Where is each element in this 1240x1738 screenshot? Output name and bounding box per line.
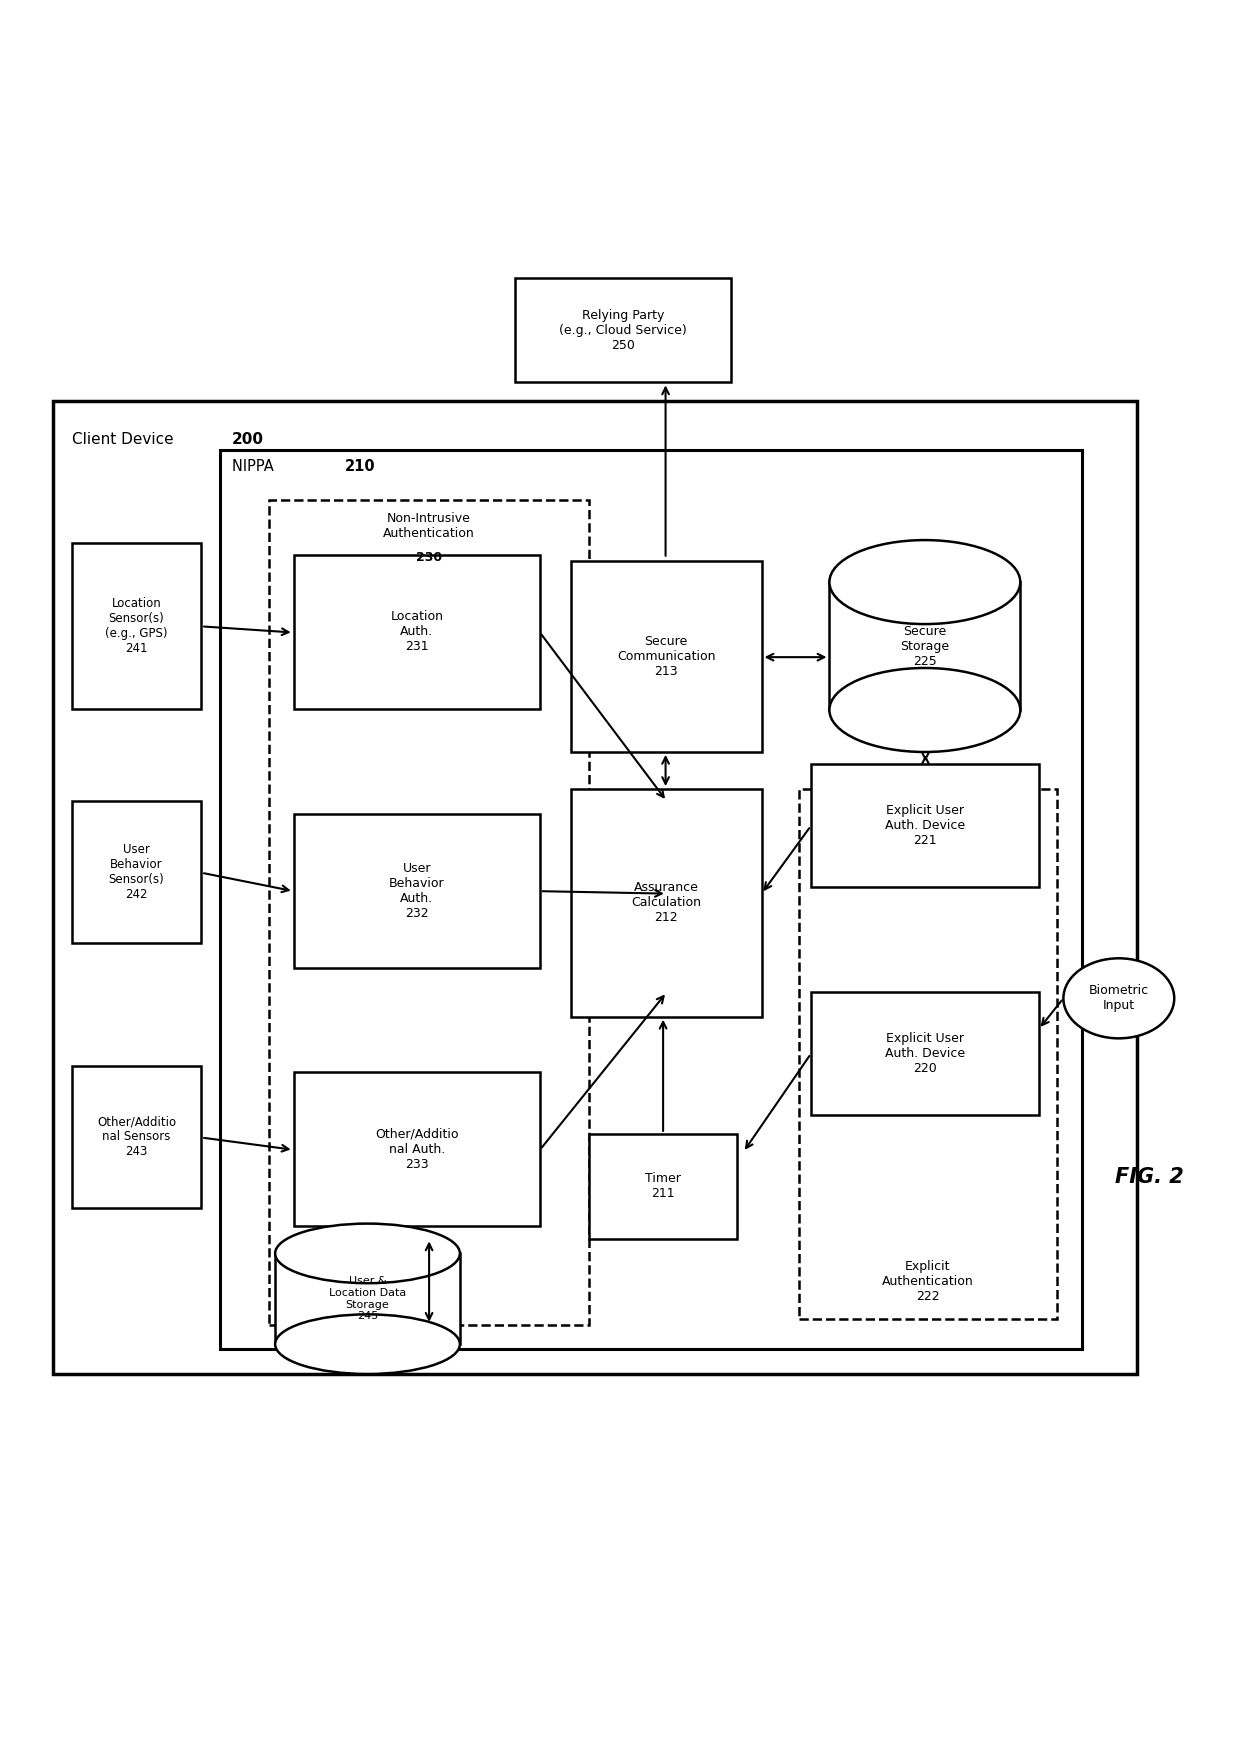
Text: Secure
Communication
213: Secure Communication 213 (618, 634, 715, 678)
Text: User &
Location Data
Storage
245: User & Location Data Storage 245 (329, 1276, 407, 1321)
Bar (72, 542, 201, 709)
Text: User
Behavior
Sensor(s)
242: User Behavior Sensor(s) 242 (109, 843, 165, 900)
Text: Other/Additio
nal Sensors
243: Other/Additio nal Sensors 243 (97, 1116, 176, 1159)
Ellipse shape (830, 541, 1021, 624)
Text: Relying Party
(e.g., Cloud Service)
250: Relying Party (e.g., Cloud Service) 250 (559, 309, 687, 351)
Bar (53, 401, 1137, 1375)
Bar (570, 789, 761, 1017)
Ellipse shape (1064, 958, 1174, 1038)
Text: Explicit User
Auth. Device
220: Explicit User Auth. Device 220 (885, 1032, 965, 1076)
Bar (269, 499, 589, 1324)
Bar (294, 1072, 539, 1227)
Bar (830, 582, 1021, 711)
Text: Timer
211: Timer 211 (645, 1171, 681, 1201)
Text: Secure
Storage
225: Secure Storage 225 (900, 624, 950, 667)
Bar (811, 992, 1039, 1116)
Text: Explicit User
Auth. Device
221: Explicit User Auth. Device 221 (885, 805, 965, 848)
Text: Assurance
Calculation
212: Assurance Calculation 212 (631, 881, 701, 925)
Text: FIG. 2: FIG. 2 (1115, 1166, 1184, 1187)
Text: Location
Sensor(s)
(e.g., GPS)
241: Location Sensor(s) (e.g., GPS) 241 (105, 596, 167, 655)
Text: NIPPA: NIPPA (232, 459, 279, 474)
Bar (811, 765, 1039, 888)
Ellipse shape (275, 1314, 460, 1375)
Bar (516, 278, 730, 382)
Ellipse shape (830, 667, 1021, 753)
Bar (275, 1253, 460, 1343)
Text: User
Behavior
Auth.
232: User Behavior Auth. 232 (389, 862, 445, 919)
Text: Other/Additio
nal Auth.
233: Other/Additio nal Auth. 233 (374, 1128, 459, 1171)
Bar (589, 1133, 737, 1239)
Bar (294, 554, 539, 709)
Text: Explicit
Authentication
222: Explicit Authentication 222 (882, 1260, 973, 1302)
Ellipse shape (275, 1224, 460, 1283)
Bar (294, 813, 539, 968)
Bar (799, 789, 1058, 1319)
Text: 200: 200 (232, 431, 264, 447)
Bar (570, 561, 761, 753)
Bar (72, 801, 201, 944)
Text: Client Device: Client Device (72, 431, 179, 447)
Text: 210: 210 (345, 459, 376, 474)
Bar (219, 450, 1081, 1349)
Text: Location
Auth.
231: Location Auth. 231 (391, 610, 443, 653)
Text: Biometric
Input: Biometric Input (1089, 984, 1149, 1012)
Text: Non-Intrusive
Authentication: Non-Intrusive Authentication (383, 511, 475, 541)
Bar (72, 1065, 201, 1208)
Text: 230: 230 (417, 551, 443, 565)
